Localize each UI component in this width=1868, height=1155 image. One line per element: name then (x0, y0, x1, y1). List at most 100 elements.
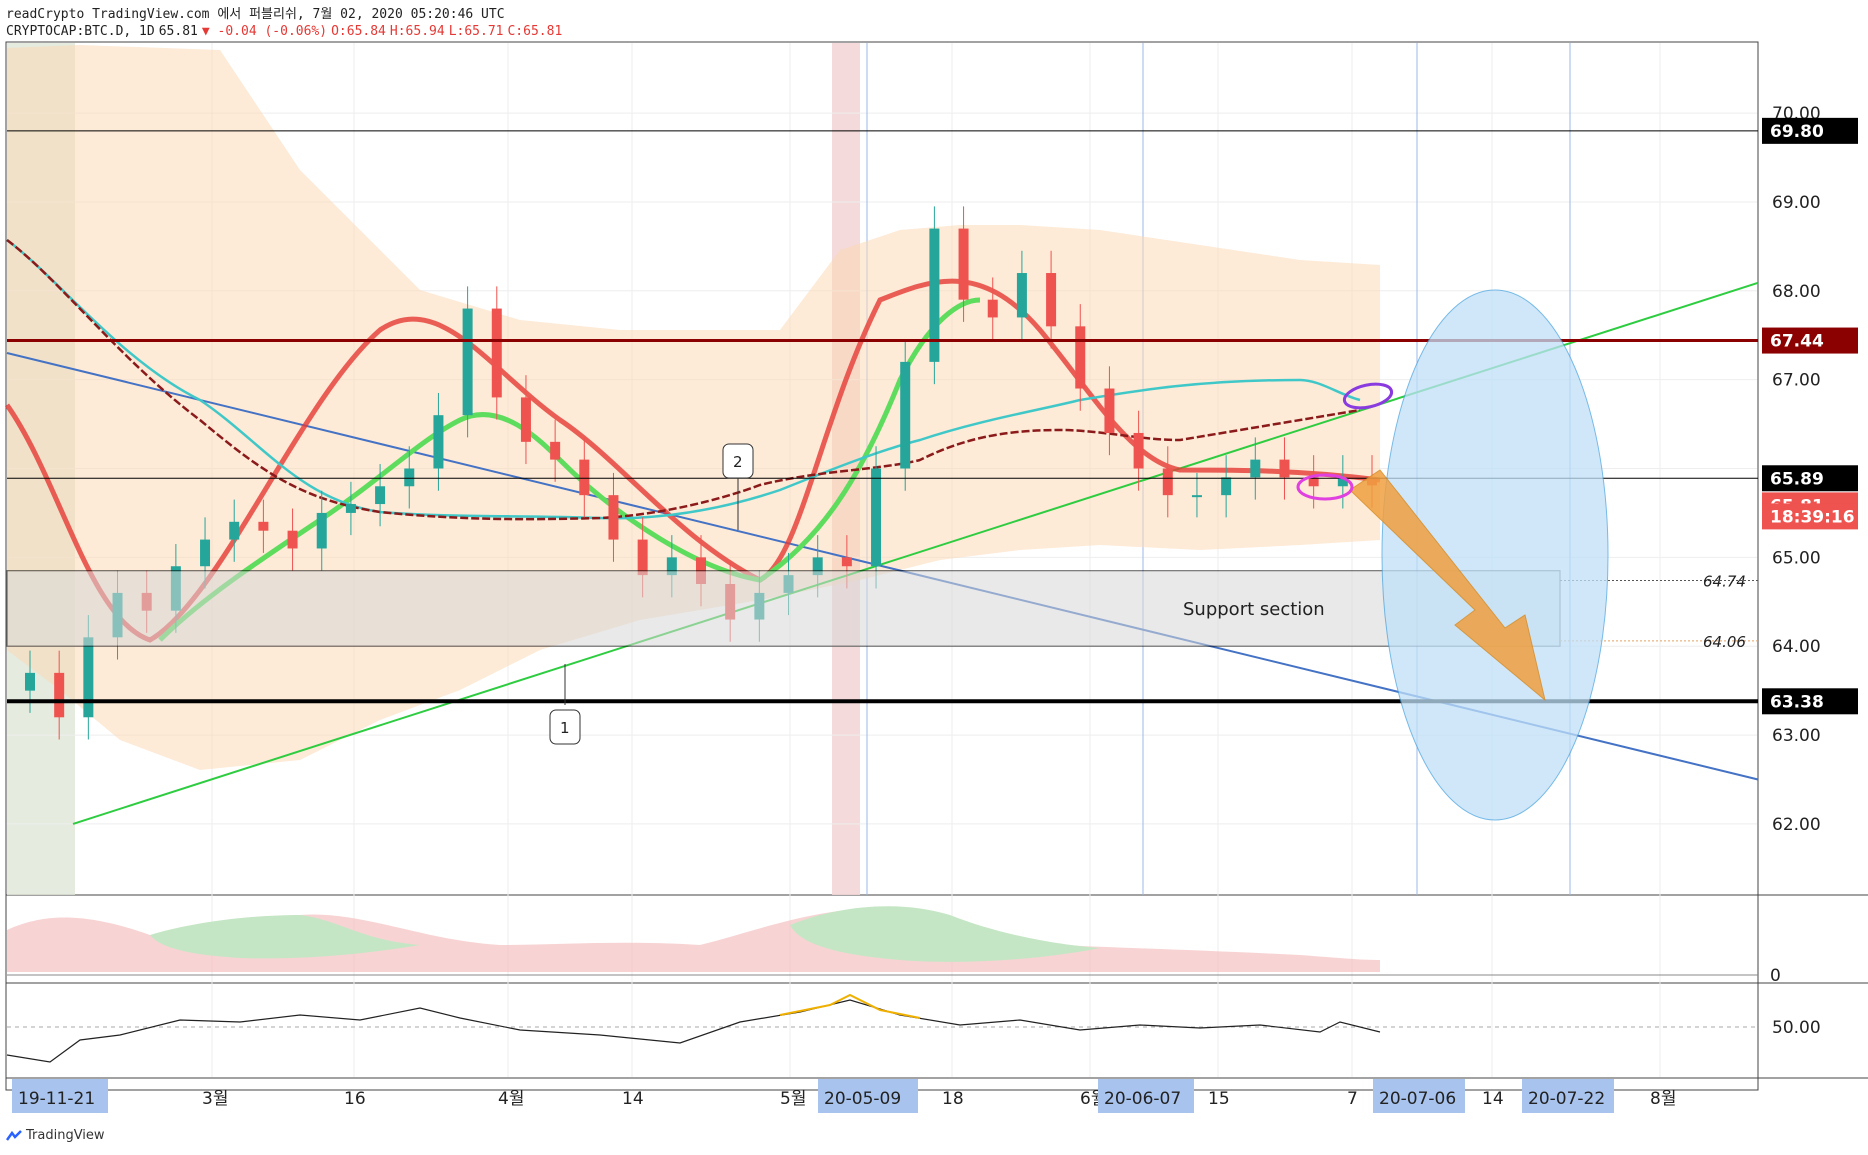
candle-body (871, 468, 882, 567)
candle-body (987, 299, 998, 318)
callout-1-box (549, 709, 581, 745)
candle-body (25, 672, 35, 691)
time-tick: 14 (1482, 1089, 1504, 1109)
tradingview-brand: TradingView (26, 1128, 105, 1143)
price-label-bg (1762, 327, 1858, 354)
high-value: H:65.94 (389, 24, 445, 39)
tradingview-logo[interactable]: TradingView (6, 1128, 105, 1143)
candle-body (229, 521, 240, 540)
time-tick: 7 (1347, 1089, 1358, 1109)
candle-body (1016, 273, 1027, 318)
time-highlight-label: 20-06-07 (1104, 1089, 1181, 1109)
change-label: ▼ -0.04 (-0.06%) (201, 24, 328, 39)
candle-body (666, 557, 677, 576)
time-highlight-label: 20-05-09 (824, 1089, 901, 1109)
price-label: 65.89 (1770, 469, 1824, 489)
time-highlight-label: 20-07-22 (1528, 1089, 1605, 1109)
price-tick: 69.00 (1772, 193, 1821, 213)
candle-body (54, 672, 65, 718)
candle-body (1191, 495, 1202, 498)
close-value: C:65.81 (507, 24, 563, 39)
time-highlight-label: 19-11-21 (18, 1089, 95, 1109)
candle-body (929, 228, 940, 362)
time-tick: 3월 (202, 1089, 228, 1109)
italic-level-label: 64.06 (1703, 633, 1746, 651)
callout-2-label: 2 (733, 453, 743, 471)
price-label: 63.38 (1770, 692, 1824, 712)
ind1-green-area-2 (790, 906, 1100, 962)
last-price: 65.81 (158, 24, 198, 39)
time-tick: 18 (942, 1089, 964, 1109)
time-highlight-bg (1098, 1079, 1194, 1113)
candle-body (1162, 468, 1173, 496)
time-highlight-bg (818, 1079, 918, 1113)
candle-body (812, 557, 823, 576)
price-tick: 62.00 (1772, 815, 1821, 835)
candle-body (608, 495, 619, 540)
candle-body (258, 521, 269, 531)
ind2-highlight (779, 993, 921, 1019)
indicator-pane-2: 50.00 (6, 993, 1821, 1063)
symbol-label: CRYPTOCAP:BTC.D, 1D (6, 24, 155, 39)
ohlc-line: CRYPTOCAP:BTC.D, 1D 65.81 ▼ -0.04 (-0.06%)… (6, 23, 566, 40)
candle-body (375, 486, 386, 505)
support-section-label: Support section (1183, 599, 1325, 620)
candle-body (520, 397, 531, 442)
price-tick: 65.00 (1772, 548, 1821, 568)
candle-body (637, 539, 648, 576)
callout-1-label: 1 (560, 719, 570, 737)
time-tick: 8월 (1650, 1089, 1676, 1109)
price-tick: 63.00 (1772, 726, 1821, 746)
candle-body (287, 530, 298, 549)
ind1-zero-label: 0 (1770, 966, 1781, 986)
candle-body (462, 308, 473, 416)
time-highlight-bg (1522, 1079, 1614, 1113)
low-value: L:65.71 (448, 24, 504, 39)
price-tick: 68.00 (1772, 282, 1821, 302)
time-tick: 4월 (498, 1089, 524, 1109)
candle-body (1279, 459, 1290, 478)
candle-body (1075, 326, 1086, 389)
price-tick: 64.00 (1772, 637, 1821, 657)
support-section-box (6, 570, 1561, 647)
price-axis: 70.0069.0068.0067.0065.0064.0063.0062.00… (1703, 104, 1858, 835)
time-tick: 5월 (780, 1089, 806, 1109)
candle-body (433, 415, 444, 469)
candle-body (550, 441, 561, 460)
price-label-bg (1762, 503, 1858, 530)
chart-header: readCrypto TradingView.com 에서 퍼블리쉬, 7월 0… (6, 6, 566, 40)
candle-body (958, 228, 969, 300)
candle-body (83, 637, 94, 718)
cloud-band (7, 45, 1380, 770)
ichimoku-cloud (7, 45, 1380, 770)
price-label-bg (1762, 117, 1858, 144)
ind1-green-area (150, 915, 420, 959)
candle-body (316, 512, 327, 549)
candle-body (1250, 459, 1261, 478)
candle-body (1104, 388, 1115, 433)
price-tick: 67.00 (1772, 371, 1821, 391)
italic-level-label: 64.74 (1703, 572, 1746, 590)
candle-body (345, 504, 356, 513)
candle-body (404, 468, 415, 487)
time-highlight-label: 20-07-06 (1379, 1089, 1456, 1109)
magenta-circle (1296, 473, 1354, 501)
candle-body (491, 308, 502, 398)
candle-body (900, 361, 911, 469)
price-label: 69.80 (1770, 122, 1824, 142)
price-levels: Support section (6, 130, 1758, 704)
forecast-ellipse (1381, 289, 1609, 821)
ind2-level-label: 50.00 (1772, 1018, 1821, 1038)
cyan-line (6, 239, 1361, 520)
down-arrow (1349, 469, 1546, 702)
price-label-bg (1762, 688, 1858, 715)
candle-body (1133, 432, 1144, 469)
tradingview-logo-icon (6, 1129, 22, 1141)
candle-body (1046, 273, 1057, 327)
indicator-pane-1: 0 (7, 906, 1781, 986)
time-tick: 15 (1208, 1089, 1230, 1109)
ind2-line (6, 999, 1381, 1063)
publish-line: readCrypto TradingView.com 에서 퍼블리쉬, 7월 0… (6, 7, 505, 22)
